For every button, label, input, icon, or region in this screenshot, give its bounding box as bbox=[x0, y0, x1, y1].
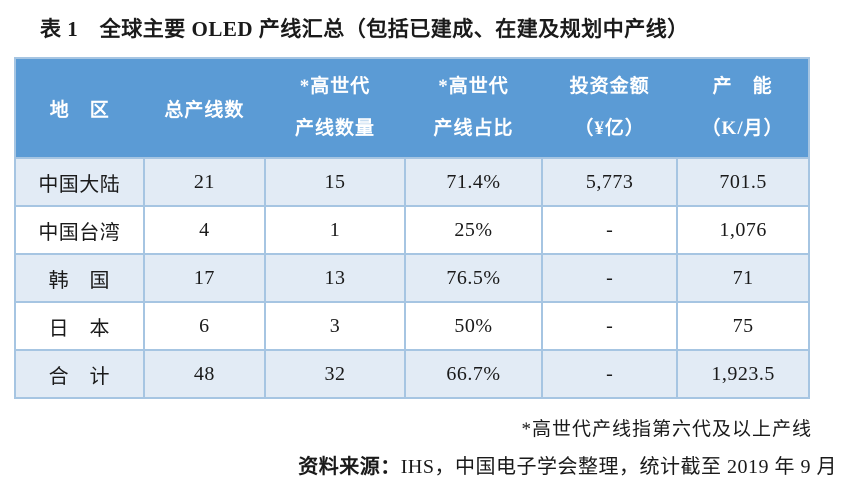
cell-investment: 5,773 bbox=[541, 157, 679, 207]
cell-investment: - bbox=[541, 301, 679, 351]
header-label-line2: 产线数量 bbox=[294, 118, 375, 139]
cell-high-gen-count: 3 bbox=[264, 301, 406, 351]
header-label-line1: *高世代 bbox=[299, 76, 371, 97]
header-label: 地 区 bbox=[49, 99, 110, 121]
table-title: 表 1 全球主要 OLED 产线汇总（包括已建成、在建及规划中产线） bbox=[40, 17, 689, 41]
header-label-line2: （¥亿） bbox=[574, 118, 645, 139]
header-capacity: 产 能 （K/月） bbox=[677, 58, 809, 158]
cell-capacity: 1,923.5 bbox=[676, 349, 810, 399]
cell-capacity: 71 bbox=[676, 253, 810, 303]
header-label-line2: 产线占比 bbox=[433, 118, 514, 139]
cell-high-gen-share: 25% bbox=[403, 205, 544, 255]
header-region: 地 区 bbox=[15, 58, 144, 158]
table-row-china-taiwan: 中国台湾 4 1 25% - 1,076 bbox=[14, 205, 810, 255]
cell-total-lines: 48 bbox=[142, 349, 267, 399]
header-high-gen-share: *高世代产线占比 bbox=[404, 58, 543, 158]
cell-region: 中国大陆 bbox=[14, 157, 145, 207]
table-row-china-mainland: 中国大陆 21 15 71.4% 5,773 701.5 bbox=[14, 157, 810, 207]
header-label-line1: 投资金额 bbox=[569, 76, 650, 97]
cell-capacity: 75 bbox=[676, 301, 810, 351]
table-row-japan: 日 本 6 3 50% - 75 bbox=[14, 301, 810, 351]
cell-total-lines: 21 bbox=[142, 157, 267, 207]
cell-high-gen-count: 15 bbox=[264, 157, 406, 207]
header-label-line1: 产 能 bbox=[712, 76, 773, 97]
cell-investment: - bbox=[541, 205, 679, 255]
cell-capacity: 1,076 bbox=[676, 205, 810, 255]
header-investment: 投资金额 （¥亿） bbox=[542, 58, 678, 158]
header-total-lines: 总产线数 bbox=[143, 58, 266, 158]
cell-high-gen-count: 1 bbox=[264, 205, 406, 255]
cell-region: 日 本 bbox=[14, 301, 145, 351]
header-label-line2: （K/月） bbox=[701, 118, 784, 139]
data-source-line: 资料来源：IHS，中国电子学会整理，统计截至 2019 年 9 月 bbox=[0, 450, 848, 479]
cell-total-lines: 17 bbox=[142, 253, 267, 303]
cell-high-gen-share: 71.4% bbox=[403, 157, 544, 207]
cell-region: 合 计 bbox=[14, 349, 145, 399]
header-row: 地 区 总产线数 *高世代产线数量 *高世代产线占比 投资金额 （¥亿） 产 能 （… bbox=[15, 58, 809, 158]
cell-high-gen-count: 13 bbox=[264, 253, 406, 303]
cell-total-lines: 4 bbox=[142, 205, 267, 255]
oled-production-lines-table: 地 区 总产线数 *高世代产线数量 *高世代产线占比 投资金额 （¥亿） 产 能 （… bbox=[14, 57, 810, 399]
source-label: 资料来源： bbox=[298, 456, 401, 478]
cell-total-lines: 6 bbox=[142, 301, 267, 351]
cell-capacity: 701.5 bbox=[676, 157, 810, 207]
table-footnote: *高世代产线指第六代及以上产线 bbox=[521, 419, 812, 440]
source-text: IHS，中国电子学会整理，统计截至 2019 年 9 月 bbox=[400, 456, 837, 478]
cell-region: 韩 国 bbox=[14, 253, 145, 303]
cell-high-gen-share: 50% bbox=[403, 301, 544, 351]
header-high-gen-count: *高世代产线数量 bbox=[265, 58, 405, 158]
cell-investment: - bbox=[541, 349, 679, 399]
cell-investment: - bbox=[541, 253, 679, 303]
table-row-total: 合 计 48 32 66.7% - 1,923.5 bbox=[14, 349, 810, 399]
table-row-south-korea: 韩 国 17 13 76.5% - 71 bbox=[14, 253, 810, 303]
cell-high-gen-share: 76.5% bbox=[403, 253, 544, 303]
header-label-line1: *高世代 bbox=[438, 76, 509, 97]
cell-region: 中国台湾 bbox=[14, 205, 145, 255]
cell-high-gen-count: 32 bbox=[264, 349, 406, 399]
header-label: 总产线数 bbox=[164, 99, 245, 121]
cell-high-gen-share: 66.7% bbox=[403, 349, 544, 399]
